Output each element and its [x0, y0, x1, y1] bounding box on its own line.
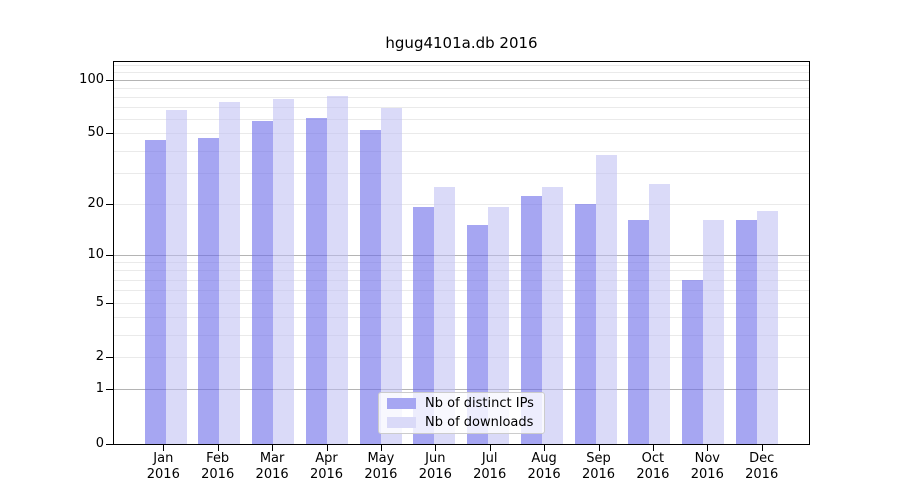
gridline-minor [114, 87, 809, 89]
x-tick-mark [163, 445, 165, 451]
bar-downloads-mar [273, 98, 294, 444]
legend-swatch-distinct-ips [387, 398, 416, 409]
bar-downloads-feb [219, 101, 241, 444]
gridline-minor [114, 150, 809, 152]
x-tick-mark [761, 445, 763, 451]
y-tick-mark [106, 79, 113, 81]
bar-downloads-jul [488, 207, 509, 444]
bar-downloads-apr [326, 95, 348, 444]
y-tick-label: 100 [79, 71, 104, 87]
bar-distinct-ips-mar [252, 120, 273, 444]
gridline-minor [114, 290, 809, 292]
gridline-minor [114, 96, 809, 98]
bar-downloads-nov [703, 220, 725, 444]
x-tick-mark [272, 445, 274, 451]
x-tick-label: Jun 2016 [418, 451, 452, 482]
gridline-minor [114, 316, 809, 318]
bar-distinct-ips-jan [144, 139, 166, 444]
bar-downloads-oct [649, 183, 671, 444]
legend-label-downloads: Nb of downloads [425, 415, 534, 430]
gridline-minor [114, 334, 809, 336]
gridline-minor [114, 270, 809, 272]
gridline-minor [114, 279, 809, 281]
y-tick-mark [106, 302, 113, 304]
bar-downloads-jan [165, 109, 187, 444]
y-tick-mark [106, 389, 113, 391]
bar-distinct-ips-jul [467, 225, 488, 444]
x-tick-mark [217, 445, 219, 451]
legend-swatch-downloads [387, 417, 416, 428]
gridline-minor [114, 262, 809, 264]
gridline-minor [114, 302, 809, 304]
x-tick-label: Aug 2016 [527, 451, 561, 482]
legend-label-distinct-ips: Nb of distinct IPs [425, 396, 534, 411]
bar-distinct-ips-oct [628, 220, 650, 444]
bar-distinct-ips-apr [305, 118, 327, 444]
x-tick-label: Dec 2016 [745, 451, 779, 482]
y-tick-mark [106, 203, 113, 205]
x-tick-label: Apr 2016 [309, 451, 344, 482]
bar-distinct-ips-may [359, 130, 381, 444]
y-tick-label: 0 [95, 436, 104, 451]
y-tick-mark [106, 444, 113, 445]
gridline-minor [114, 357, 809, 359]
x-tick-mark [435, 445, 437, 451]
x-tick-label: Sep 2016 [581, 451, 616, 482]
bar-distinct-ips-sep [574, 203, 596, 444]
y-tick-label: 1 [95, 381, 104, 397]
gridline-minor [114, 107, 809, 109]
gridline-major [114, 389, 809, 391]
bar-downloads-dec [756, 211, 778, 444]
x-tick-mark [489, 445, 491, 451]
x-tick-label: May 2016 [364, 451, 398, 482]
y-tick-label: 2 [95, 349, 104, 365]
y-tick-label: 10 [87, 246, 104, 262]
x-tick-mark [326, 445, 328, 451]
chart-title: hgug4101a.db 2016 [385, 34, 538, 52]
y-tick-label: 5 [95, 294, 104, 310]
x-tick-mark [544, 445, 546, 451]
legend-entry-distinct-ips: Nb of distinct IPs [387, 395, 536, 412]
gridline-major [114, 79, 809, 81]
bar-distinct-ips-aug [520, 196, 542, 444]
gridline-minor [114, 133, 809, 135]
bar-downloads-may [380, 108, 402, 444]
x-tick-label: Oct 2016 [636, 451, 670, 482]
plot-area [113, 61, 810, 445]
y-tick-label: 50 [87, 125, 104, 141]
bar-downloads-jun [434, 186, 456, 444]
x-tick-mark [707, 445, 709, 451]
bar-downloads-aug [541, 186, 563, 444]
bar-distinct-ips-feb [198, 138, 220, 444]
gridline-minor [114, 172, 809, 174]
x-tick-label: Jan 2016 [146, 451, 180, 482]
x-tick-mark [598, 445, 600, 451]
gridline-major [114, 254, 809, 256]
bar-distinct-ips-dec [735, 220, 757, 444]
x-tick-label: Mar 2016 [255, 451, 289, 482]
y-tick-mark [106, 254, 113, 256]
bar-downloads-sep [595, 154, 617, 444]
gridline-minor [114, 72, 809, 73]
x-tick-label: Feb 2016 [201, 451, 235, 482]
x-tick-label: Jul 2016 [473, 451, 507, 482]
x-tick-mark [380, 445, 382, 451]
gridline-minor [114, 119, 809, 121]
bar-distinct-ips-jun [413, 207, 435, 444]
legend-entry-downloads: Nb of downloads [387, 414, 536, 431]
x-tick-mark [652, 445, 654, 451]
y-tick-label: 20 [87, 195, 104, 211]
gridline-minor [114, 203, 809, 205]
bar-distinct-ips-nov [682, 279, 704, 444]
y-tick-mark [106, 133, 113, 135]
x-tick-label: Nov 2016 [690, 451, 724, 482]
gridline-minor [114, 65, 809, 67]
legend: Nb of distinct IPs Nb of downloads [378, 392, 545, 434]
y-tick-mark [106, 357, 113, 359]
